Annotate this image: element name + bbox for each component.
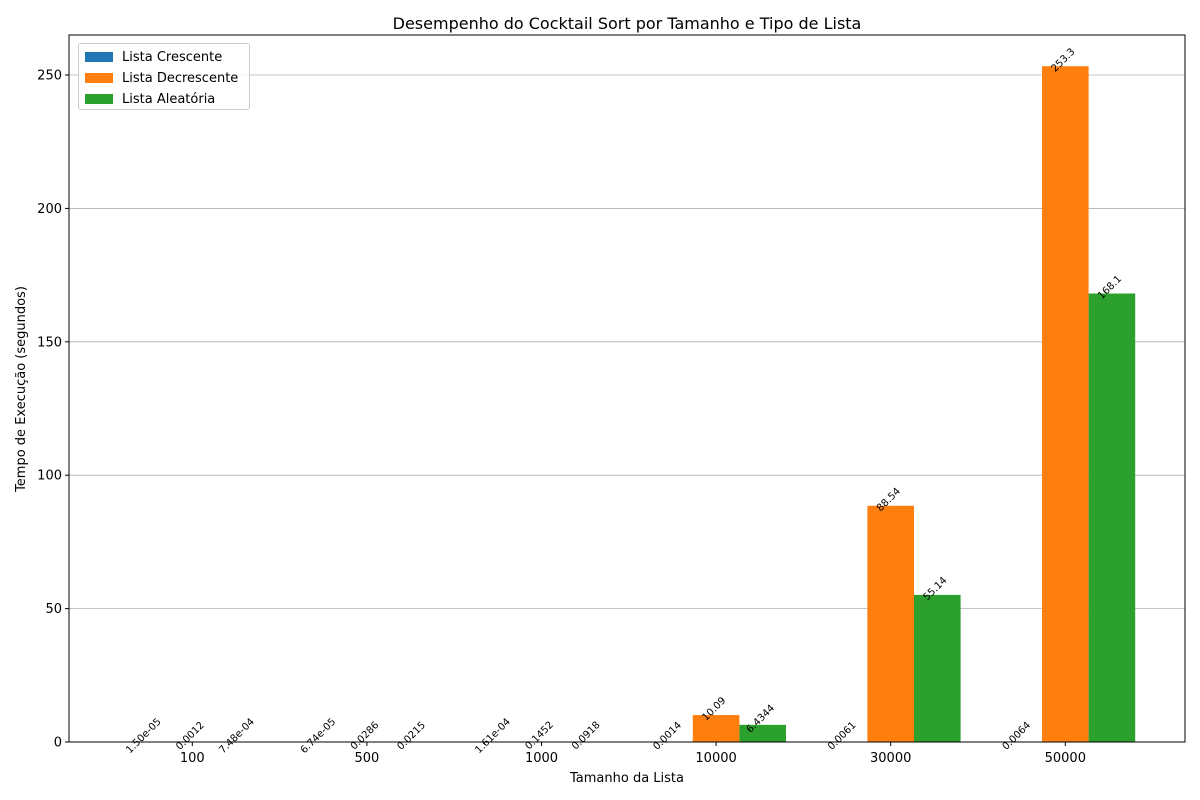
y-tick-label: 0	[54, 736, 62, 751]
bar-lista-decrescente-50000	[1042, 66, 1089, 742]
gridlines	[69, 74, 1185, 610]
data-label: 0.0064	[1001, 720, 1034, 753]
data-label: 0.0012	[174, 720, 207, 753]
legend: Lista Crescente Lista Decrescente Lista …	[78, 43, 250, 110]
legend-swatch-decrescente	[85, 73, 113, 83]
legend-item-aleatoria: Lista Aleatória	[85, 90, 215, 108]
legend-label-decrescente: Lista Decrescente	[122, 70, 239, 86]
x-axis-ticks: 100 500 1000 10000 30000 50000	[180, 742, 1086, 766]
y-tick-label: 150	[37, 335, 62, 350]
x-tick-label: 30000	[870, 751, 911, 766]
legend-item-crescente: Lista Crescente	[85, 48, 222, 66]
data-label: 0.0061	[826, 720, 859, 753]
x-tick-label: 1000	[525, 751, 558, 766]
x-tick-label: 500	[354, 751, 379, 766]
y-axis-label: Tempo de Execução (segundos)	[14, 286, 29, 493]
data-labels: 1.50e-05 6.74e-05 1.61e-04 0.0014 0.0061 0.00…	[124, 46, 1124, 756]
legend-swatch-crescente	[85, 52, 113, 62]
y-tick-label: 200	[37, 202, 62, 217]
y-tick-label: 250	[37, 69, 62, 84]
chart-title: Desempenho do Cocktail Sort por Tamanho …	[393, 14, 862, 33]
y-tick-label: 100	[37, 469, 62, 484]
data-label: 0.0286	[349, 720, 382, 753]
data-label: 1.61e-04	[473, 717, 512, 756]
y-tick-label: 50	[45, 602, 62, 617]
bar-lista-decrescente-30000	[867, 505, 914, 742]
bar-lista-aleatória-30000	[914, 594, 961, 742]
data-label: 0.0918	[570, 720, 603, 753]
data-label: 0.0215	[395, 720, 428, 753]
data-label: 0.0014	[651, 720, 684, 753]
x-axis-label: Tamanho da Lista	[569, 771, 684, 786]
legend-label-crescente: Lista Crescente	[122, 49, 223, 65]
data-label: 6.74e-05	[299, 717, 338, 756]
legend-item-decrescente: Lista Decrescente	[85, 69, 238, 87]
x-tick-label: 50000	[1045, 751, 1086, 766]
legend-swatch-aleatoria	[85, 94, 113, 104]
y-axis-ticks: 0 50 100 150 200 250	[37, 69, 69, 751]
bars	[122, 66, 1136, 742]
bar-lista-decrescente-10000	[692, 715, 740, 742]
bar-lista-aleatória-50000	[1088, 293, 1136, 742]
bar-lista-aleatória-10000	[739, 724, 786, 742]
plot-frame	[68, 34, 1186, 743]
data-label: 0.1452	[523, 720, 556, 753]
x-tick-label: 10000	[695, 751, 736, 766]
data-label: 7.48e-04	[217, 717, 256, 756]
data-label: 1.50e-05	[124, 717, 163, 756]
legend-label-aleatoria: Lista Aleatória	[122, 91, 216, 107]
x-tick-label: 100	[180, 751, 205, 766]
